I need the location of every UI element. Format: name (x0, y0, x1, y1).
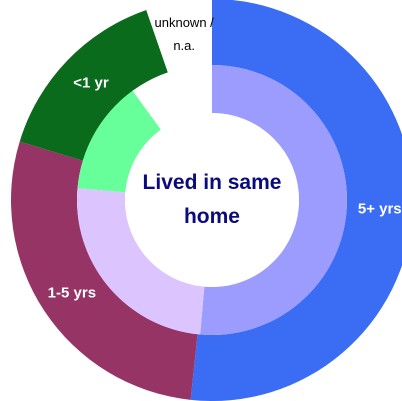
donut-segment (10, 141, 198, 400)
donut-segment (146, 0, 212, 73)
donut-segment (132, 65, 212, 130)
segment-label: 5+ yrs (357, 200, 402, 218)
donut-hole (125, 113, 299, 287)
donut-segment (19, 10, 168, 161)
segment-label: <1 yr (73, 74, 109, 92)
chart-title: Lived in same home (142, 171, 282, 228)
donut-segment (200, 65, 348, 335)
donut-segment (190, 0, 402, 401)
segment-label: unknown / n.a. (154, 15, 214, 54)
segment-label: 1-5 yrs (47, 284, 97, 302)
donut-segment (77, 188, 205, 335)
donut-segment (77, 90, 161, 193)
